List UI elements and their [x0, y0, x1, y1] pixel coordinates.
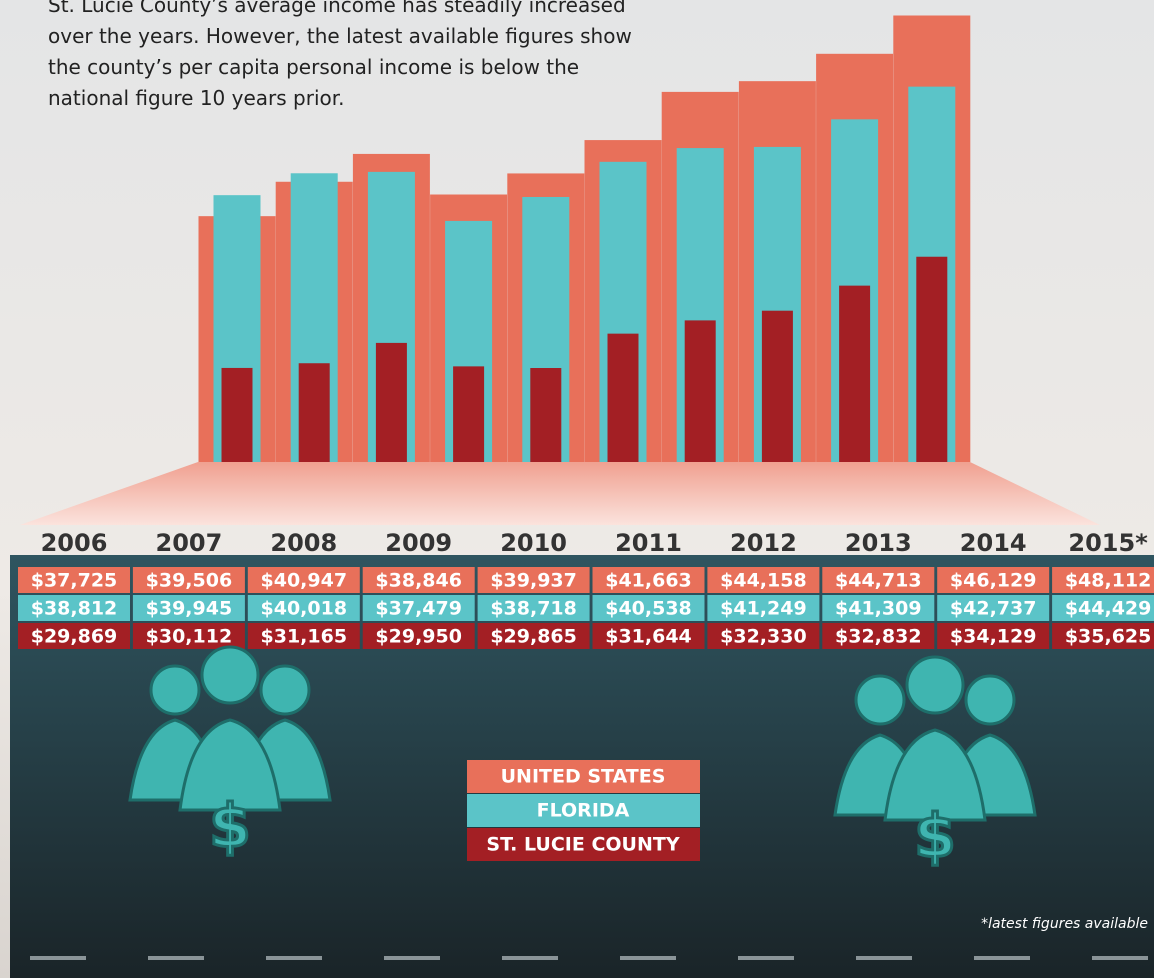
year-label: 2009 [385, 529, 452, 557]
footnote: *latest figures available [981, 916, 1148, 932]
value-label: $34,129 [950, 626, 1037, 648]
value-label: $41,663 [605, 570, 692, 592]
year-label: 2015* [1068, 529, 1148, 557]
bar [839, 286, 870, 462]
value-label: $44,713 [835, 570, 922, 592]
bar [685, 320, 716, 462]
year-label: 2013 [845, 529, 912, 557]
legend-label: UNITED STATES [501, 766, 666, 788]
value-label: $35,625 [1065, 626, 1152, 648]
value-label: $41,309 [835, 598, 922, 620]
value-label: $38,812 [31, 598, 118, 620]
infographic: St. Lucie County’s average income has st… [0, 0, 1154, 978]
value-label: $38,718 [490, 598, 577, 620]
floor [20, 462, 1100, 525]
value-label: $42,737 [950, 598, 1037, 620]
bar [453, 366, 484, 462]
value-label: $30,112 [146, 626, 233, 648]
value-label: $48,112 [1065, 570, 1152, 592]
bar [530, 368, 561, 462]
subtitle-box: St. Lucie County’s average income has st… [48, 0, 648, 130]
bar [762, 311, 793, 462]
value-label: $44,429 [1065, 598, 1152, 620]
value-label: $32,832 [835, 626, 922, 648]
value-label: $29,865 [490, 626, 577, 648]
value-label: $39,937 [490, 570, 577, 592]
value-label: $32,330 [720, 626, 807, 648]
year-label: 2007 [156, 529, 223, 557]
value-label: $37,479 [375, 598, 462, 620]
value-label: $31,644 [605, 626, 692, 648]
value-label: $46,129 [950, 570, 1037, 592]
value-label: $41,249 [720, 598, 807, 620]
svg-text:$: $ [209, 792, 251, 862]
value-label: $37,725 [31, 570, 118, 592]
bar [916, 257, 947, 462]
year-label: 2006 [41, 529, 108, 557]
svg-text:$: $ [914, 802, 956, 872]
bar [222, 368, 253, 462]
value-label: $40,018 [261, 598, 348, 620]
subtitle: St. Lucie County’s average income has st… [48, 0, 648, 114]
year-label: 2014 [960, 529, 1027, 557]
bar [299, 363, 330, 462]
value-label: $29,950 [375, 626, 462, 648]
year-label: 2011 [615, 529, 682, 557]
legend: UNITED STATES FLORIDA ST. LUCIE COUNTY [467, 760, 700, 861]
year-label: 2008 [270, 529, 337, 557]
value-label: $40,538 [605, 598, 692, 620]
value-label: $39,506 [146, 570, 233, 592]
value-label: $40,947 [261, 570, 348, 592]
legend-label: FLORIDA [537, 800, 630, 822]
value-label: $38,846 [375, 570, 462, 592]
legend-label: ST. LUCIE COUNTY [486, 834, 679, 856]
value-label: $44,158 [720, 570, 807, 592]
value-label: $29,869 [31, 626, 118, 648]
year-label: 2012 [730, 529, 797, 557]
bar [376, 343, 407, 462]
value-label: $31,165 [261, 626, 348, 648]
value-label: $39,945 [146, 598, 233, 620]
year-label: 2010 [500, 529, 567, 557]
bar [608, 334, 639, 462]
